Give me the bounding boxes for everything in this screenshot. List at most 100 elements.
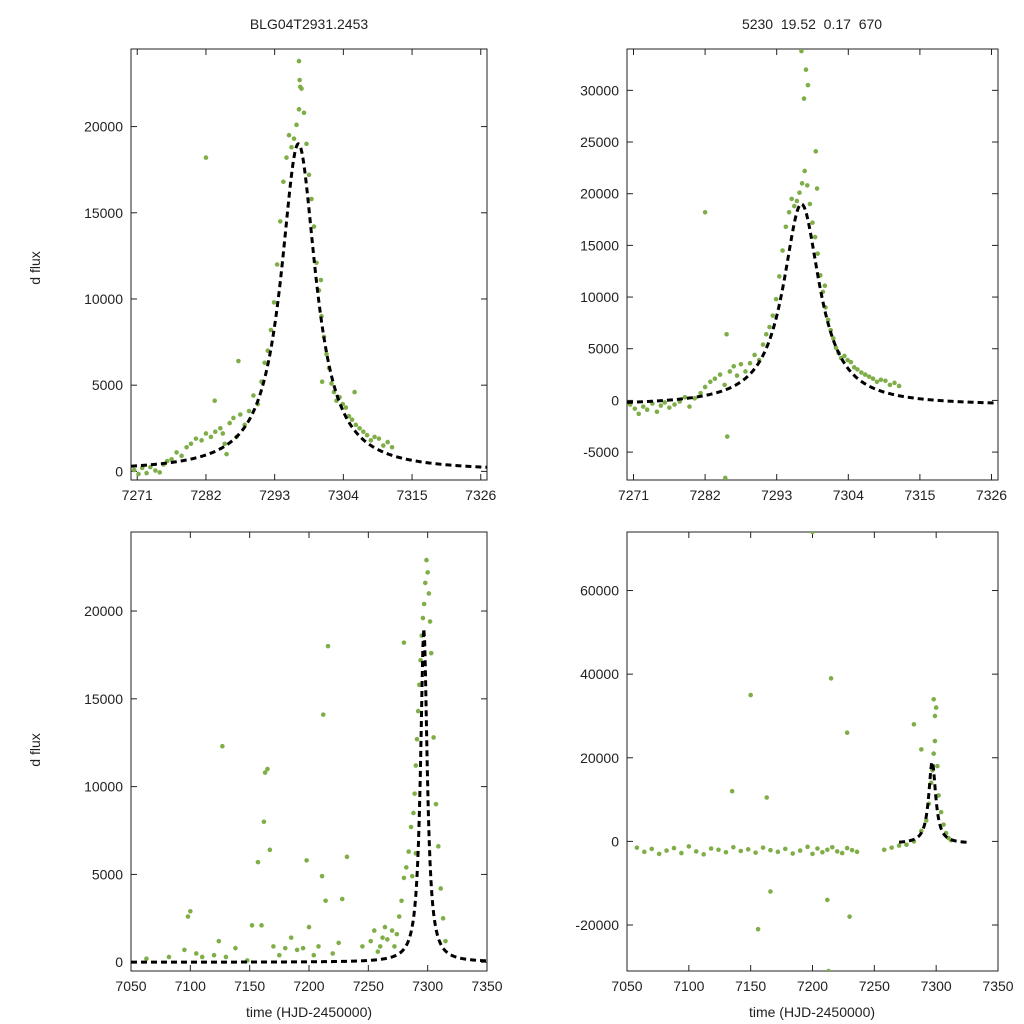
data-point bbox=[831, 336, 836, 341]
data-point bbox=[828, 676, 834, 681]
plot-frame bbox=[626, 48, 999, 481]
data-point bbox=[188, 441, 194, 447]
data-point bbox=[268, 327, 274, 333]
data-point bbox=[169, 457, 174, 462]
x-tick-label: 7315 bbox=[396, 487, 427, 503]
x-tick-label: 7315 bbox=[904, 487, 935, 503]
plot-area bbox=[131, 58, 487, 477]
plot-area bbox=[131, 557, 487, 964]
data-point bbox=[216, 938, 222, 944]
data-point bbox=[747, 360, 753, 366]
data-point bbox=[782, 846, 788, 852]
data-point bbox=[815, 251, 821, 256]
data-point bbox=[797, 848, 803, 853]
x-tick-label: 7304 bbox=[833, 487, 864, 503]
data-point bbox=[702, 210, 708, 215]
x-tick-label: 7050 bbox=[115, 978, 146, 994]
data-point bbox=[296, 58, 302, 64]
data-point bbox=[224, 451, 229, 457]
data-point bbox=[372, 434, 377, 440]
data-point bbox=[324, 351, 329, 357]
data-point bbox=[306, 172, 312, 178]
data-point bbox=[712, 376, 718, 382]
data-point bbox=[265, 766, 270, 772]
x-tick-label: 7250 bbox=[859, 978, 890, 994]
data-point bbox=[919, 747, 924, 752]
data-point bbox=[933, 705, 939, 710]
y-tick-label: 60000 bbox=[580, 583, 619, 599]
data-point bbox=[309, 196, 314, 202]
data-point bbox=[323, 898, 328, 904]
data-point bbox=[288, 935, 294, 940]
data-point bbox=[336, 940, 341, 946]
data-point bbox=[188, 909, 193, 914]
data-point bbox=[904, 842, 909, 848]
data-point bbox=[422, 580, 428, 586]
data-point bbox=[406, 849, 411, 854]
data-point bbox=[862, 372, 868, 377]
data-point bbox=[255, 859, 261, 865]
data-point bbox=[193, 436, 199, 441]
data-point bbox=[764, 795, 770, 800]
data-point bbox=[218, 425, 223, 431]
y-tick-label: 0 bbox=[115, 463, 123, 479]
data-point bbox=[738, 361, 744, 367]
data-point bbox=[844, 845, 850, 851]
data-point bbox=[413, 763, 419, 768]
panel-bottom-right: 7050 7100 7150 7200 7250 7300 7350 -20000 0 20000… bbox=[575, 531, 1014, 994]
data-point bbox=[401, 640, 407, 645]
x-tick-label: 7326 bbox=[976, 487, 1007, 503]
data-point bbox=[849, 847, 855, 853]
data-point bbox=[249, 923, 255, 928]
data-point bbox=[385, 937, 390, 942]
data-point bbox=[686, 844, 692, 849]
data-point bbox=[825, 897, 830, 903]
data-point bbox=[251, 393, 256, 398]
y-tick-label: 15000 bbox=[84, 691, 123, 707]
data-point bbox=[277, 952, 282, 958]
data-point bbox=[208, 434, 214, 440]
data-point bbox=[319, 873, 325, 879]
data-point bbox=[157, 470, 163, 475]
data-point bbox=[325, 643, 331, 649]
x-tick-label: 7100 bbox=[673, 978, 704, 994]
data-point bbox=[415, 708, 421, 714]
data-point bbox=[692, 396, 697, 401]
x-tick-label: 7150 bbox=[735, 978, 766, 994]
data-point bbox=[834, 849, 840, 854]
data-point bbox=[311, 952, 317, 958]
y-tick-label: 5000 bbox=[588, 341, 619, 357]
data-point bbox=[282, 945, 288, 951]
data-point bbox=[770, 313, 776, 318]
plot-frame bbox=[130, 48, 488, 481]
data-point bbox=[392, 944, 397, 949]
y-tick-label: 5000 bbox=[92, 377, 123, 393]
data-point bbox=[443, 938, 448, 944]
data-point bbox=[896, 843, 902, 848]
data-point bbox=[932, 738, 938, 744]
data-point bbox=[203, 431, 209, 436]
data-point bbox=[826, 968, 831, 971]
data-point bbox=[349, 417, 355, 422]
y-tick-label: 0 bbox=[611, 392, 619, 408]
data-point bbox=[799, 181, 805, 186]
data-point bbox=[431, 735, 436, 740]
data-point bbox=[810, 532, 815, 535]
data-point bbox=[813, 149, 819, 154]
y-tick-label: 0 bbox=[115, 954, 123, 970]
plot-area bbox=[627, 49, 998, 480]
data-point bbox=[938, 809, 944, 815]
data-point bbox=[389, 444, 395, 450]
data-point bbox=[425, 570, 430, 575]
data-point bbox=[301, 110, 307, 116]
data-point bbox=[211, 952, 217, 958]
x-tick-label: 7300 bbox=[412, 978, 443, 994]
data-point bbox=[408, 824, 414, 830]
data-point bbox=[896, 383, 902, 389]
data-point bbox=[231, 415, 236, 421]
data-point bbox=[318, 277, 324, 283]
x-tick-label: 7250 bbox=[353, 978, 384, 994]
data-point bbox=[199, 438, 204, 443]
data-point bbox=[687, 404, 692, 409]
